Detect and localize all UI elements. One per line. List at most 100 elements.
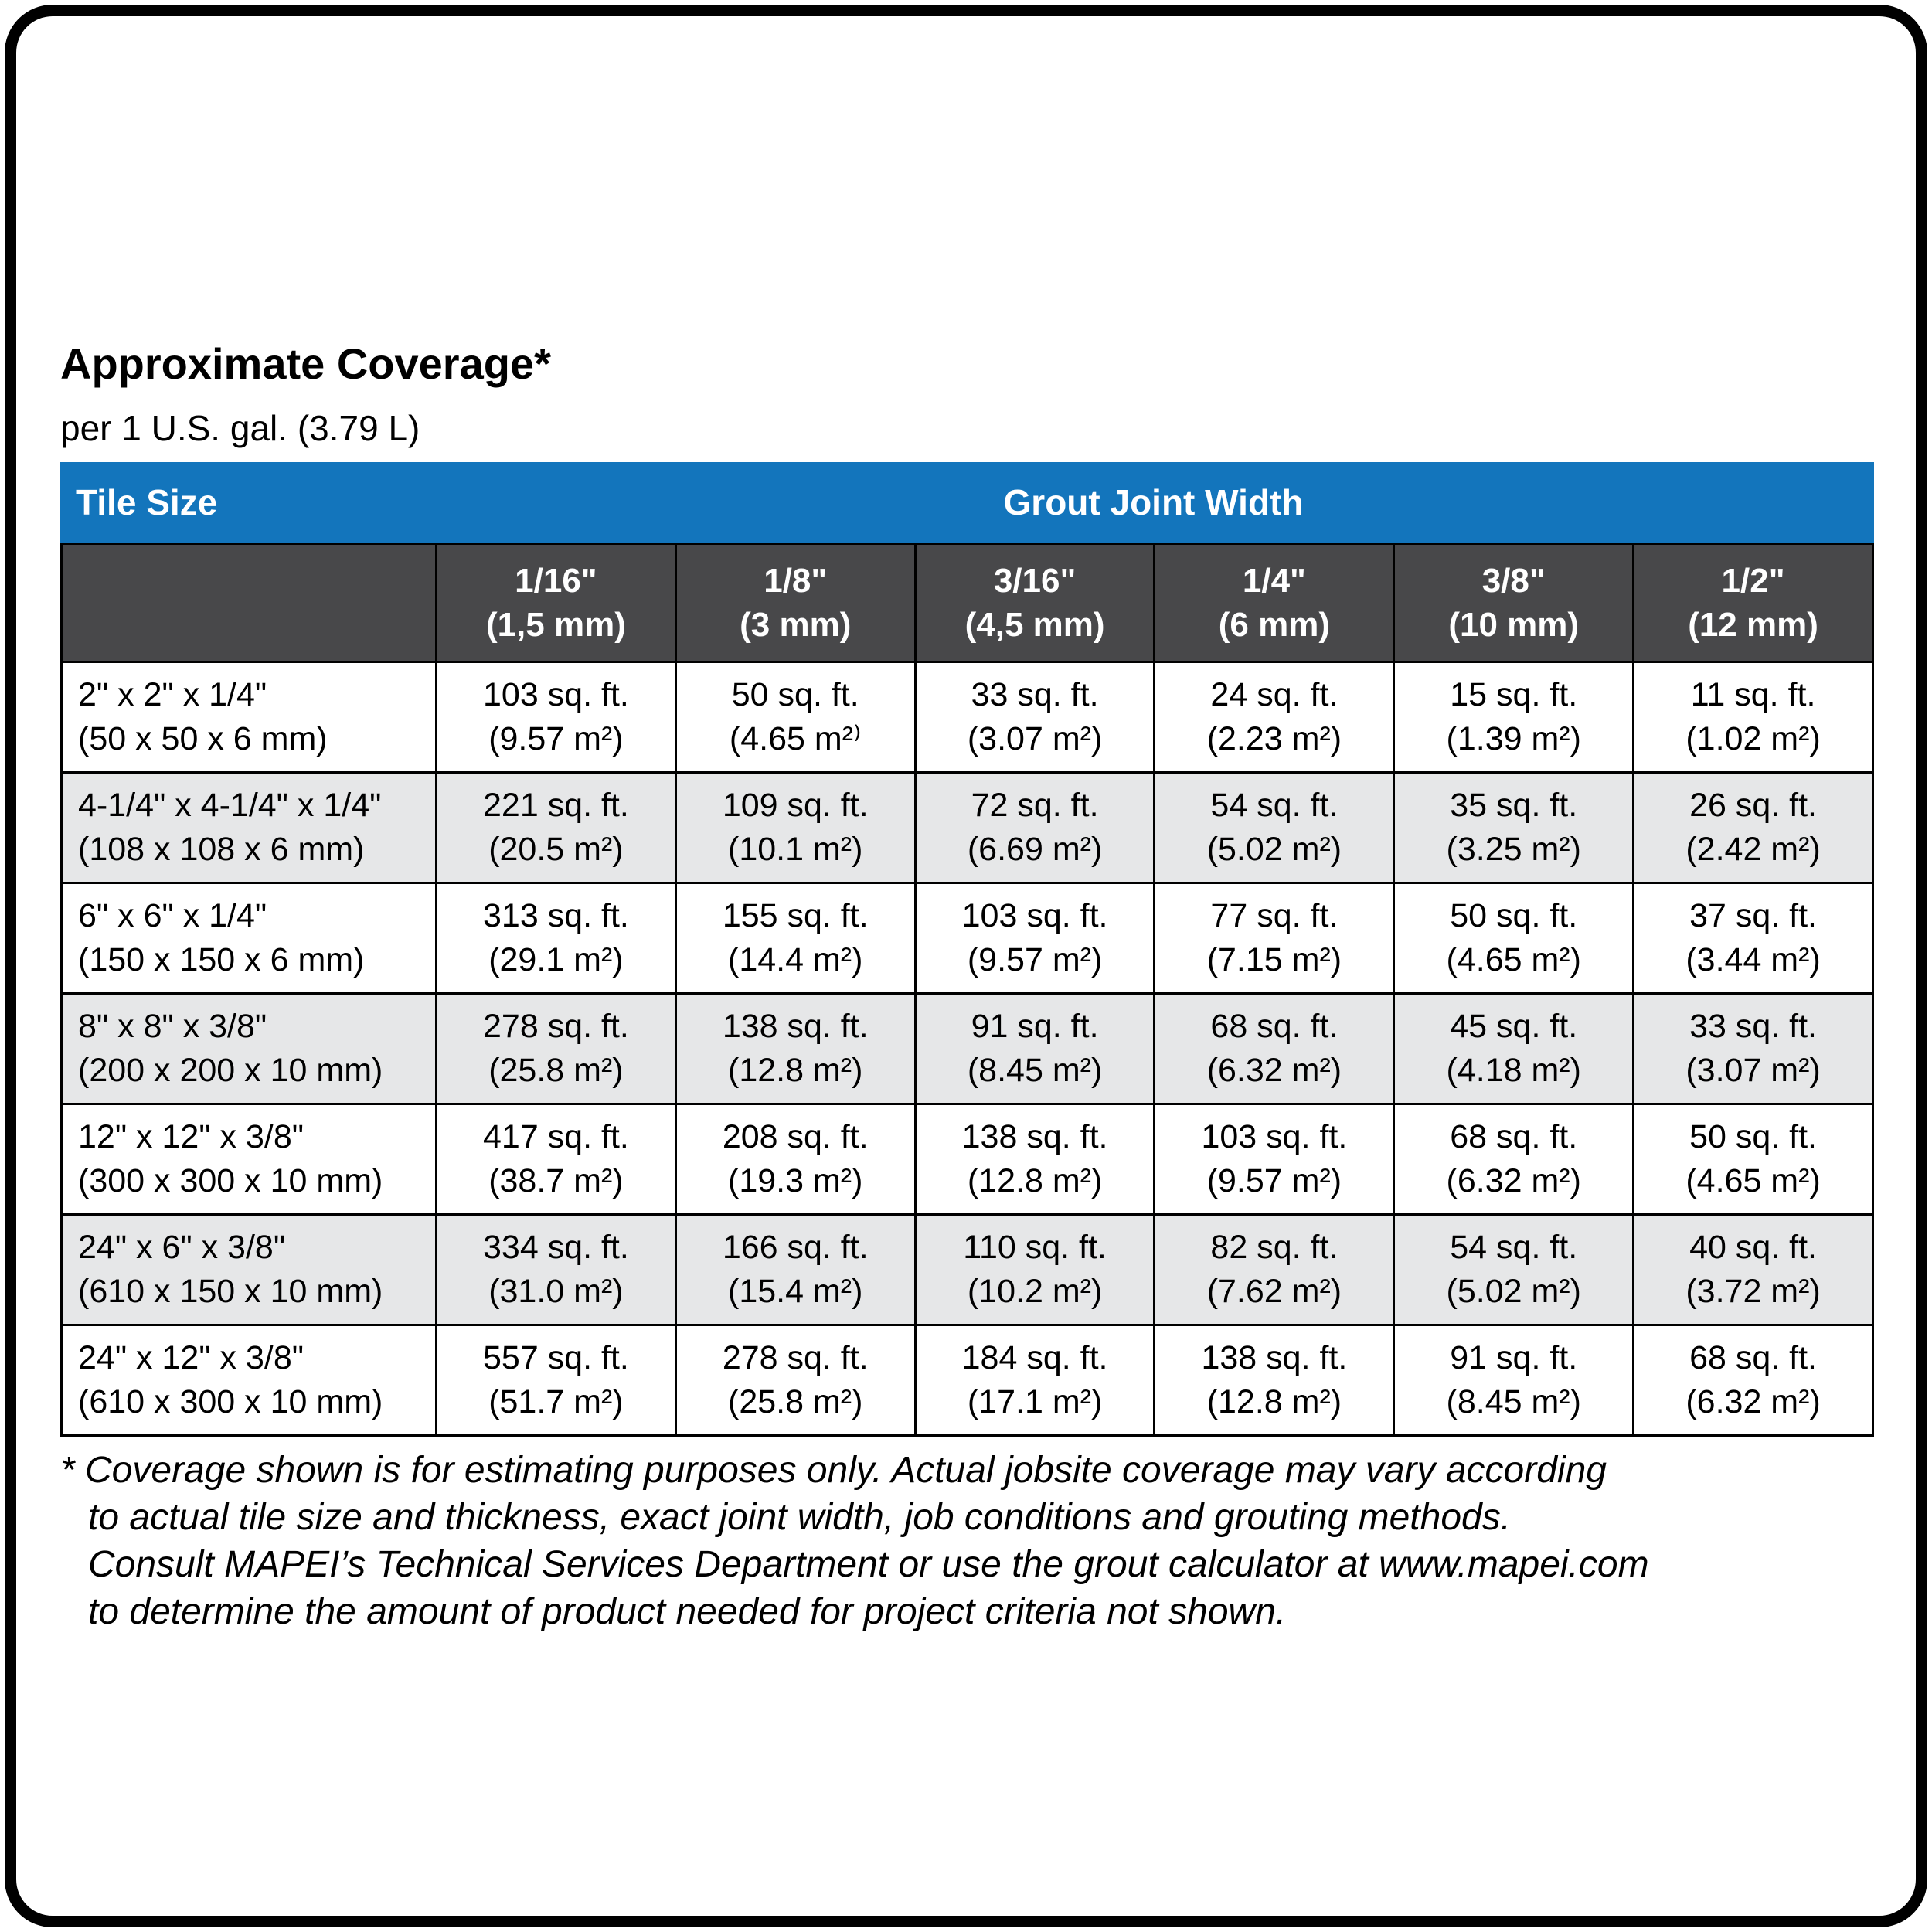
coverage-m2: (6.32 m²) bbox=[1685, 1383, 1821, 1420]
coverage-m2: (10.1 m²) bbox=[728, 831, 863, 868]
coverage-cell: 91 sq. ft. (8.45 m²) bbox=[1393, 1326, 1632, 1434]
coverage-m2: (4.18 m²) bbox=[1446, 1052, 1581, 1089]
joint-width-mm: (6 mm) bbox=[1218, 606, 1331, 644]
coverage-m2: (17.1 m²) bbox=[967, 1383, 1103, 1420]
coverage-cell: 221 sq. ft. (20.5 m²) bbox=[435, 774, 675, 882]
coverage-cell: 54 sq. ft. (5.02 m²) bbox=[1153, 774, 1393, 882]
tile-size-mm: (610 x 150 x 10 mm) bbox=[78, 1273, 383, 1310]
coverage-cell: 313 sq. ft. (29.1 m²) bbox=[435, 884, 675, 992]
tile-size-header: Tile Size bbox=[76, 482, 218, 522]
table-header-bar: Tile Size Grout Joint Width bbox=[60, 462, 1874, 543]
coverage-m2: (7.15 m²) bbox=[1206, 941, 1342, 978]
joint-width-inch: 1/16" bbox=[515, 562, 597, 600]
joint-width-inch: 1/4" bbox=[1242, 562, 1306, 600]
grout-joint-width-header: Grout Joint Width bbox=[1003, 482, 1304, 522]
coverage-sqft: 138 sq. ft. bbox=[961, 1118, 1108, 1155]
coverage-cell: 35 sq. ft. (3.25 m²) bbox=[1393, 774, 1632, 882]
tile-size-inches: 6" x 6" x 1/4" bbox=[78, 897, 267, 934]
coverage-sqft: 557 sq. ft. bbox=[482, 1339, 629, 1376]
coverage-m2: (2.23 m²) bbox=[1206, 720, 1342, 757]
joint-width-mm: (4,5 mm) bbox=[964, 606, 1105, 644]
page-title: Approximate Coverage* bbox=[60, 339, 551, 388]
coverage-sqft: 50 sq. ft. bbox=[731, 676, 859, 713]
table-row: 24" x 12" x 3/8" (610 x 300 x 10 mm) 557 … bbox=[63, 1324, 1872, 1434]
coverage-sqft: 37 sq. ft. bbox=[1689, 897, 1818, 934]
tile-size-inches: 8" x 8" x 3/8" bbox=[78, 1008, 267, 1045]
coverage-cell: 11 sq. ft. (1.02 m²) bbox=[1632, 663, 1872, 771]
tile-size-cell: 4-1/4" x 4-1/4" x 1/4" (108 x 108 x 6 mm) bbox=[63, 774, 435, 882]
coverage-sqft: 278 sq. ft. bbox=[722, 1339, 869, 1376]
coverage-cell: 138 sq. ft. (12.8 m²) bbox=[1153, 1326, 1393, 1434]
table-row: 24" x 6" x 3/8" (610 x 150 x 10 mm) 334 s… bbox=[63, 1213, 1872, 1324]
coverage-cell: 109 sq. ft. (10.1 m²) bbox=[674, 774, 914, 882]
tile-size-cell: 8" x 8" x 3/8" (200 x 200 x 10 mm) bbox=[63, 995, 435, 1103]
table-row: 4-1/4" x 4-1/4" x 1/4" (108 x 108 x 6 mm)… bbox=[63, 771, 1872, 882]
coverage-cell: 72 sq. ft. (6.69 m²) bbox=[913, 774, 1154, 882]
coverage-m2: (3.72 m²) bbox=[1685, 1273, 1821, 1310]
coverage-cell: 50 sq. ft. (4.65 m²⁾ bbox=[674, 663, 914, 771]
tile-size-mm: (300 x 300 x 10 mm) bbox=[78, 1162, 383, 1199]
joint-width-inch: 1/8" bbox=[764, 562, 828, 600]
coverage-sqft: 24 sq. ft. bbox=[1210, 676, 1338, 713]
coverage-sqft: 33 sq. ft. bbox=[1689, 1008, 1818, 1045]
joint-width-mm: (12 mm) bbox=[1688, 606, 1818, 644]
coverage-m2: (25.8 m²) bbox=[728, 1383, 863, 1420]
joint-width-inch: 3/16" bbox=[993, 562, 1077, 600]
coverage-sqft: 138 sq. ft. bbox=[1201, 1339, 1348, 1376]
coverage-m2: (6.32 m²) bbox=[1446, 1162, 1581, 1199]
coverage-cell: 24 sq. ft. (2.23 m²) bbox=[1153, 663, 1393, 771]
tile-size-mm: (200 x 200 x 10 mm) bbox=[78, 1052, 383, 1089]
coverage-cell: 155 sq. ft. (14.4 m²) bbox=[674, 884, 914, 992]
coverage-cell: 110 sq. ft. (10.2 m²) bbox=[913, 1216, 1154, 1324]
footnote-line: Consult MAPEI’s Technical Services Depar… bbox=[88, 1544, 1649, 1585]
column-header: 1/4" (6 mm) bbox=[1153, 545, 1393, 661]
coverage-cell: 68 sq. ft. (6.32 m²) bbox=[1153, 995, 1393, 1103]
coverage-m2: (9.57 m²) bbox=[1206, 1162, 1342, 1199]
column-header: 1/8" (3 mm) bbox=[674, 545, 914, 661]
coverage-m2: (3.07 m²) bbox=[967, 720, 1103, 757]
tile-size-mm: (108 x 108 x 6 mm) bbox=[78, 831, 365, 868]
coverage-m2: (3.25 m²) bbox=[1446, 831, 1581, 868]
coverage-m2: (8.45 m²) bbox=[967, 1052, 1103, 1089]
coverage-sqft: 138 sq. ft. bbox=[722, 1008, 869, 1045]
coverage-sqft: 33 sq. ft. bbox=[971, 676, 1099, 713]
coverage-sqft: 72 sq. ft. bbox=[971, 787, 1099, 824]
coverage-sqft: 110 sq. ft. bbox=[963, 1229, 1107, 1266]
coverage-cell: 166 sq. ft. (15.4 m²) bbox=[674, 1216, 914, 1324]
coverage-m2: (2.42 m²) bbox=[1685, 831, 1821, 868]
coverage-m2: (20.5 m²) bbox=[488, 831, 624, 868]
coverage-m2: (12.8 m²) bbox=[1206, 1383, 1342, 1420]
coverage-m2: (29.1 m²) bbox=[488, 941, 624, 978]
coverage-sqft: 77 sq. ft. bbox=[1210, 897, 1338, 934]
coverage-sqft: 221 sq. ft. bbox=[482, 787, 629, 824]
coverage-m2: (4.65 m²⁾ bbox=[729, 720, 862, 757]
coverage-sqft: 91 sq. ft. bbox=[1450, 1339, 1578, 1376]
table-row: 8" x 8" x 3/8" (200 x 200 x 10 mm) 278 sq… bbox=[63, 992, 1872, 1103]
coverage-m2: (9.57 m²) bbox=[967, 941, 1103, 978]
tile-size-inches: 24" x 12" x 3/8" bbox=[78, 1339, 304, 1376]
empty-header-cell bbox=[63, 545, 435, 661]
coverage-m2: (15.4 m²) bbox=[728, 1273, 863, 1310]
tile-size-mm: (610 x 300 x 10 mm) bbox=[78, 1383, 383, 1420]
coverage-m2: (9.57 m²) bbox=[488, 720, 624, 757]
coverage-sqft: 103 sq. ft. bbox=[961, 897, 1108, 934]
coverage-m2: (10.2 m²) bbox=[967, 1273, 1103, 1310]
column-header: 1/16" (1,5 mm) bbox=[435, 545, 675, 661]
coverage-m2: (51.7 m²) bbox=[488, 1383, 624, 1420]
coverage-sqft: 155 sq. ft. bbox=[722, 897, 869, 934]
coverage-m2: (3.07 m²) bbox=[1685, 1052, 1821, 1089]
coverage-sqft: 91 sq. ft. bbox=[971, 1008, 1099, 1045]
coverage-cell: 278 sq. ft. (25.8 m²) bbox=[435, 995, 675, 1103]
joint-width-inch: 3/8" bbox=[1481, 562, 1546, 600]
coverage-cell: 77 sq. ft. (7.15 m²) bbox=[1153, 884, 1393, 992]
coverage-sqft: 26 sq. ft. bbox=[1689, 787, 1818, 824]
coverage-m2: (19.3 m²) bbox=[728, 1162, 863, 1199]
coverage-cell: 334 sq. ft. (31.0 m²) bbox=[435, 1216, 675, 1324]
coverage-cell: 50 sq. ft. (4.65 m²) bbox=[1632, 1105, 1872, 1213]
coverage-m2: (3.44 m²) bbox=[1685, 941, 1821, 978]
coverage-sqft: 50 sq. ft. bbox=[1689, 1118, 1818, 1155]
coverage-cell: 45 sq. ft. (4.18 m²) bbox=[1393, 995, 1632, 1103]
footnote-line: to determine the amount of product neede… bbox=[88, 1591, 1287, 1632]
coverage-cell: 138 sq. ft. (12.8 m²) bbox=[674, 995, 914, 1103]
coverage-m2: (6.32 m²) bbox=[1206, 1052, 1342, 1089]
